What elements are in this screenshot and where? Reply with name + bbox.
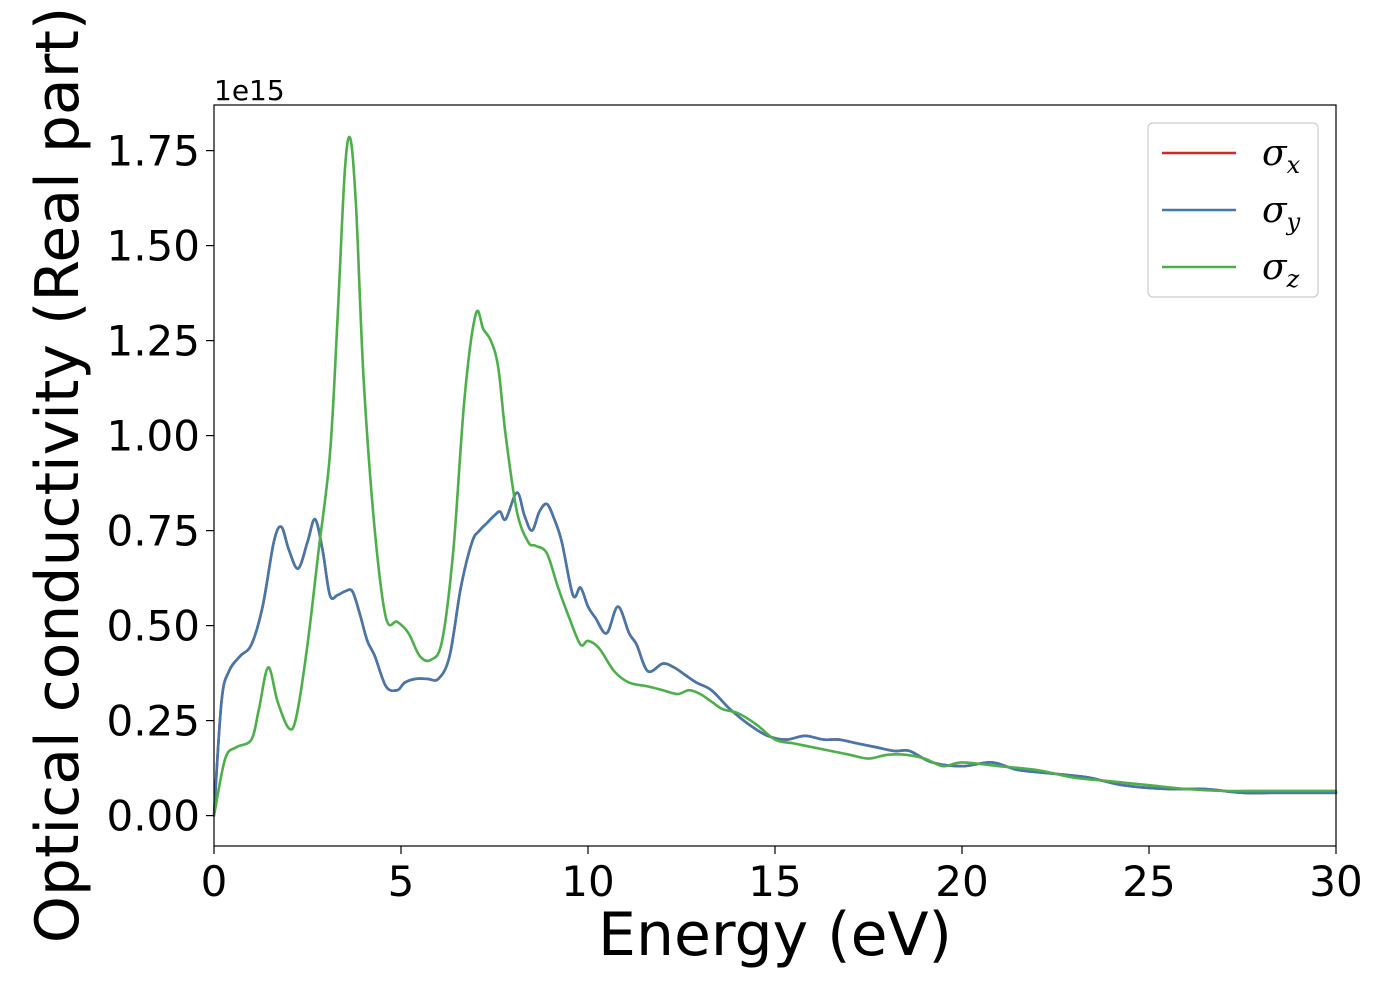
y-axis-title: Optical conductivity (Real part) <box>23 7 93 944</box>
y-tick-label: 1.00 <box>106 412 200 461</box>
x-tick-label: 25 <box>1122 857 1175 906</box>
y-offset-label: 1e15 <box>214 74 285 107</box>
y-tick-label: 0.75 <box>106 507 200 556</box>
x-axis-title: Energy (eV) <box>598 900 952 970</box>
y-axis: 0.00 0.25 0.50 0.75 1.00 1.25 1.50 1.75 <box>106 127 214 841</box>
x-tick-label: 30 <box>1309 857 1362 906</box>
legend-label-z: σz <box>1262 247 1300 293</box>
y-tick-label: 1.50 <box>106 222 200 271</box>
legend: σx σy σz <box>1147 122 1319 298</box>
x-axis: 0 5 10 15 20 25 30 <box>201 846 1363 906</box>
x-tick-label: 5 <box>388 857 415 906</box>
x-tick-label: 10 <box>561 857 614 906</box>
y-tick-label: 0.50 <box>106 602 200 651</box>
legend-label-x: σx <box>1262 133 1301 179</box>
y-tick-label: 1.75 <box>106 127 200 176</box>
x-tick-label: 15 <box>748 857 801 906</box>
series-line-y <box>212 491 1338 817</box>
series-layer <box>212 135 1338 817</box>
legend-label-y: σy <box>1262 190 1301 236</box>
y-tick-label: 1.25 <box>106 317 200 366</box>
series-line-z <box>212 135 1338 817</box>
y-tick-label: 0.25 <box>106 697 200 746</box>
y-tick-label: 0.00 <box>106 792 200 841</box>
x-tick-label: 0 <box>201 857 228 906</box>
x-tick-label: 20 <box>935 857 988 906</box>
